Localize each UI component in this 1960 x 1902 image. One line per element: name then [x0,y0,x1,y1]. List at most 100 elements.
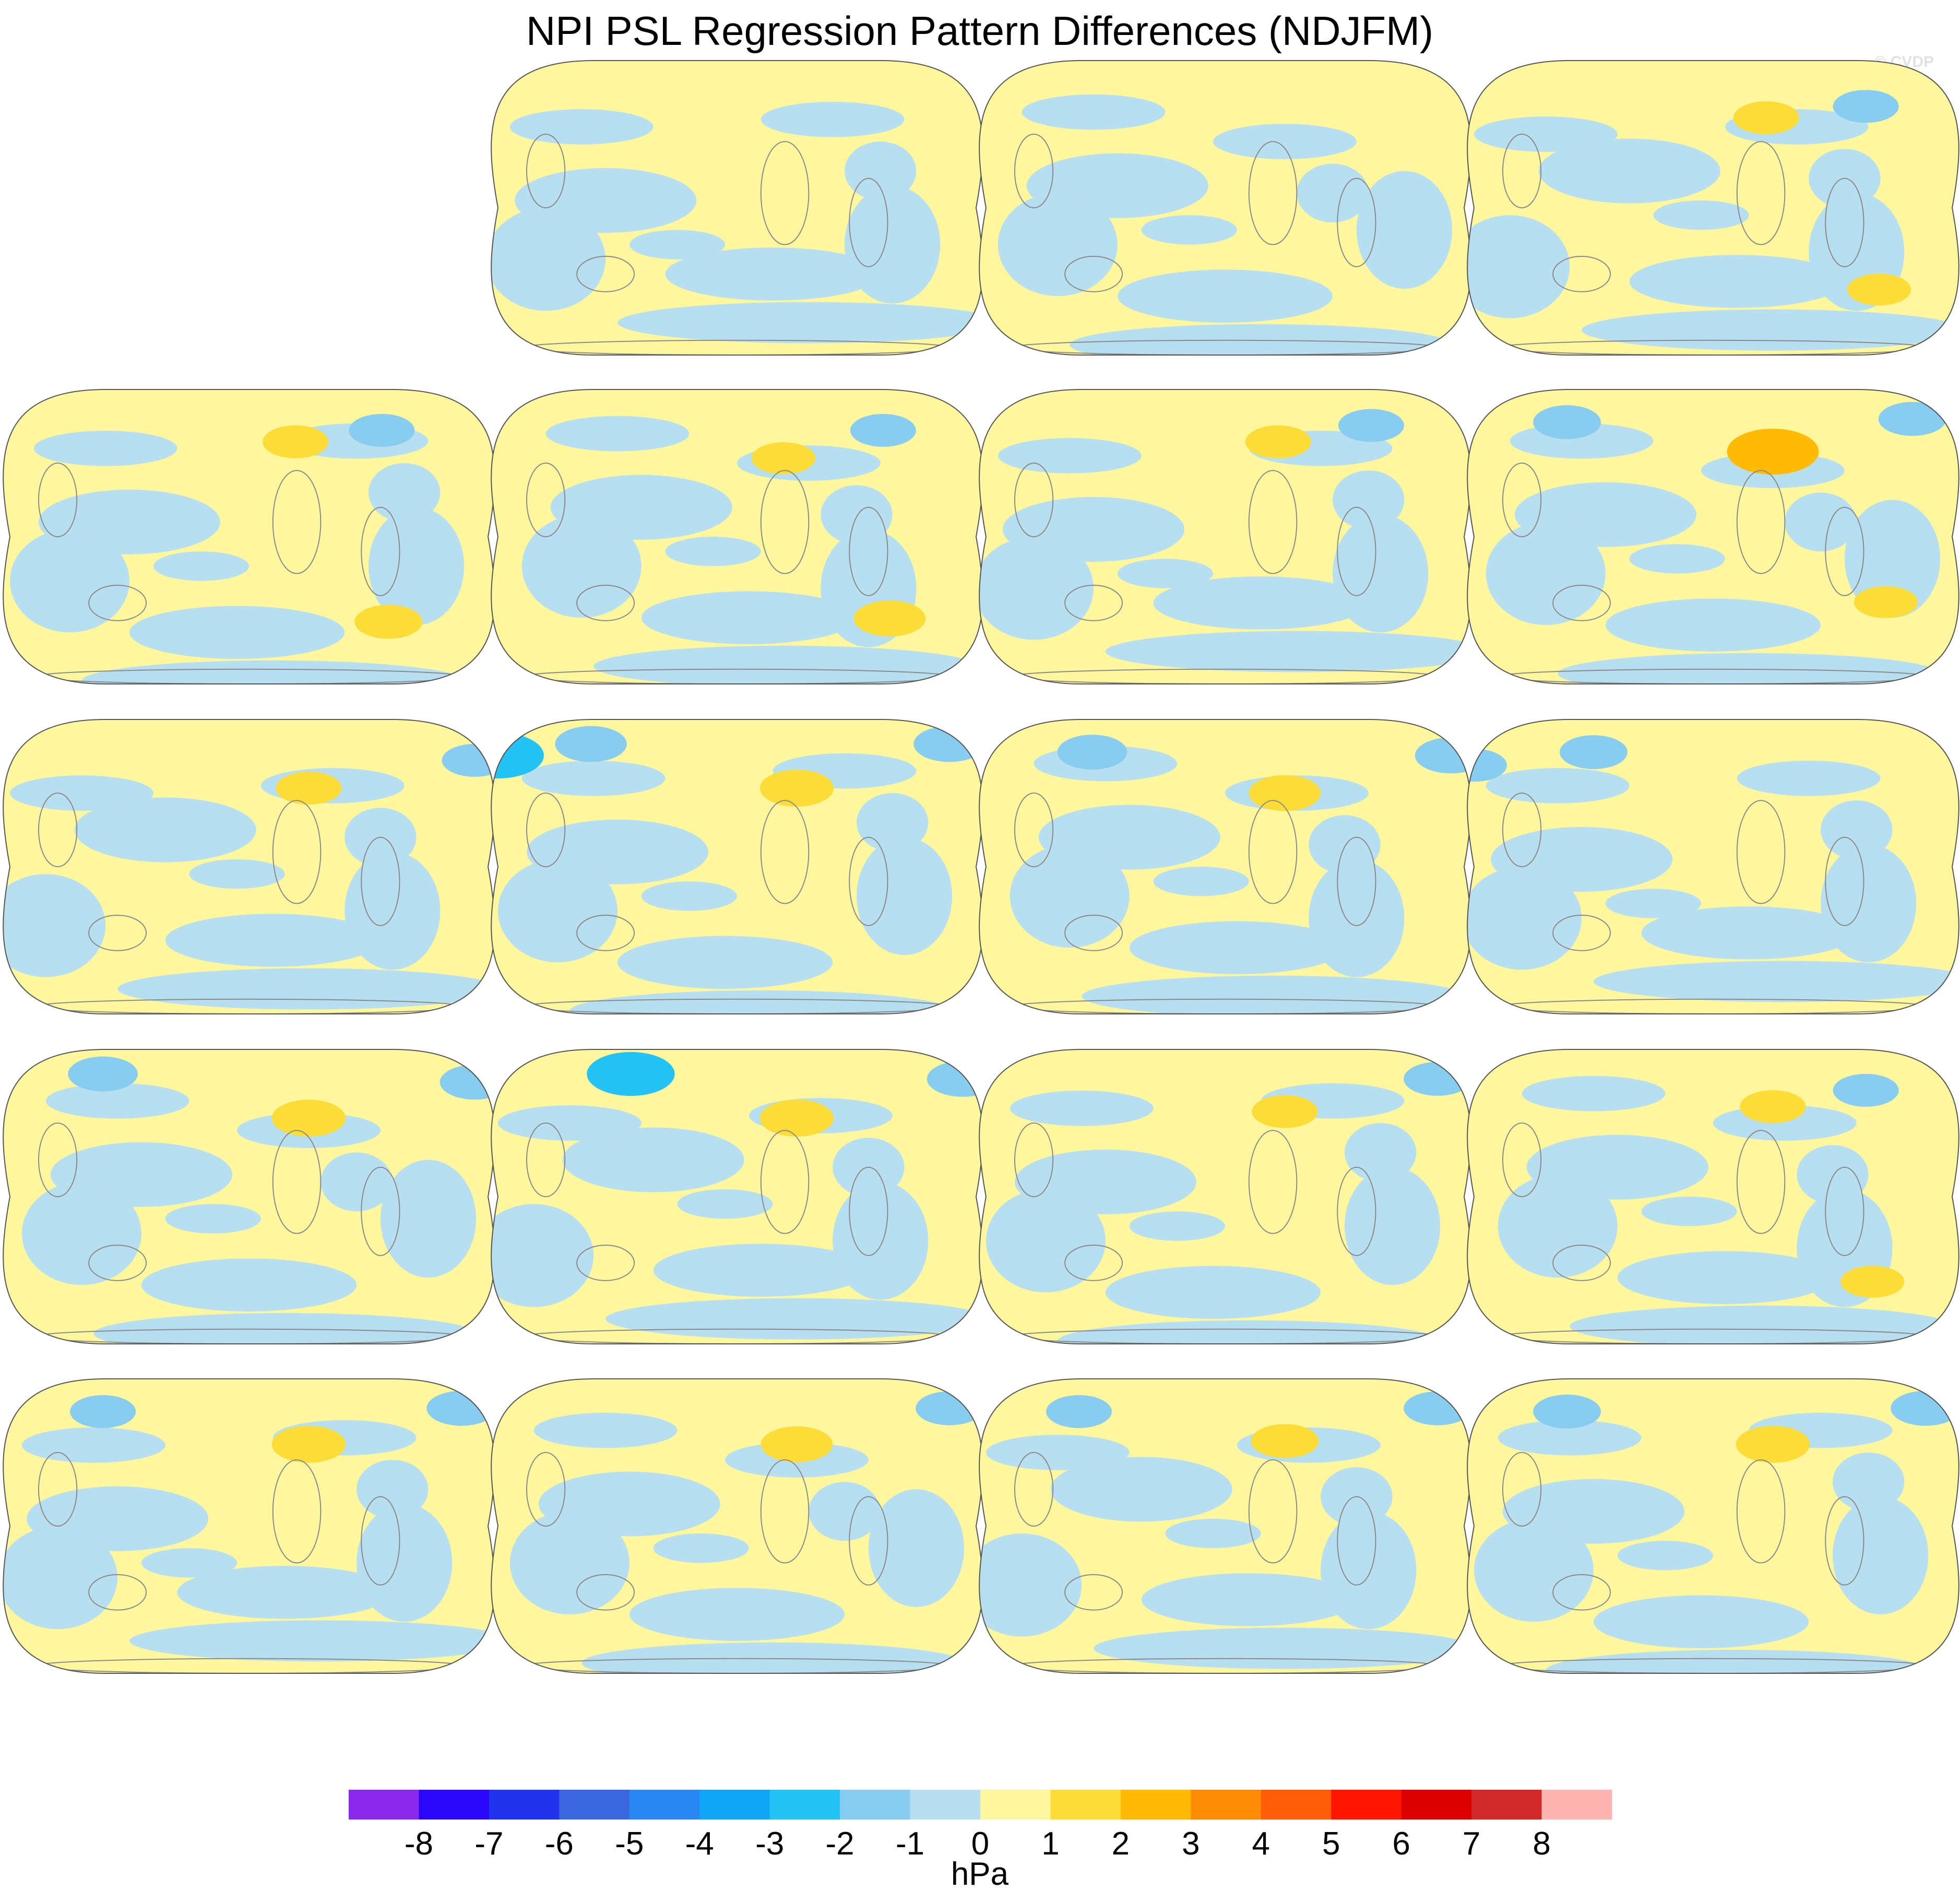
colorbar-swatch [1471,1790,1542,1820]
anomaly-region [1570,1305,1953,1344]
coastline [576,585,635,621]
anomaly-region [986,1435,1130,1470]
anomaly-feature [759,1100,834,1137]
coastline [88,585,147,621]
anomaly-feature [1249,775,1321,811]
map-panel: ERA5_2-ERA5 [979,60,1471,356]
anomaly-region [1785,492,1857,552]
anomaly-region [986,1189,1106,1293]
colorbar-swatch [629,1790,700,1820]
anomaly-feature [349,414,415,447]
anomaly-region [1617,1251,1833,1304]
colorbar-units-label: hPa [951,1856,1009,1892]
coastline [1014,463,1054,537]
colorbar-swatch [349,1790,419,1820]
coastline [1014,1123,1054,1197]
coastline [1502,463,1542,537]
anomaly-region [1821,844,1917,963]
anomaly-feature [555,726,627,762]
anomaly-region [1629,255,1845,308]
coastline [849,178,888,267]
coastline [576,1245,635,1281]
map-panel: CESM2 piControl 90E-ERA5 [979,719,1471,1014]
anomaly-region [845,185,941,304]
coastline [1502,1452,1542,1527]
anomaly-feature [276,772,342,805]
anomaly-region [1605,598,1821,652]
coastline [1337,836,1376,926]
anomaly-region [189,859,285,889]
anomaly-region [93,1313,477,1344]
anomaly-region [617,936,833,989]
anomaly-region [1333,514,1429,633]
coastline [272,470,322,574]
main-title: NPI PSL Regression Pattern Differences (… [526,8,1433,54]
anomaly-region [653,1244,869,1297]
anomaly-region [1594,961,1959,1002]
coastline [576,1574,635,1611]
coastline [38,463,78,537]
map-panel: CESM3 BLT1850 166 5-94-ERA5 [979,389,1471,684]
coastline [361,836,400,926]
anomaly-region [10,529,129,633]
anomaly-region [665,247,881,301]
colorbar-tick-label: -6 [545,1826,574,1862]
map-panel: CESM2 piControl 350A-ERA5 [1467,1378,1959,1674]
anomaly-region [491,208,606,311]
anomaly-region [629,230,726,259]
coastline [760,1130,810,1234]
anomaly-region [1486,522,1606,625]
anomaly-region [21,1427,165,1463]
coastline [1552,256,1611,292]
anomaly-feature [1736,1425,1810,1463]
coastline [1552,1245,1611,1281]
coastline [38,1123,78,1197]
anomaly-region [21,1182,141,1285]
anomaly-region [997,193,1118,297]
anomaly-region [1538,138,1720,204]
anomaly-feature [853,600,926,637]
anomaly-region [1797,1145,1869,1204]
coastline [1337,1166,1376,1256]
anomaly-region [1129,921,1345,974]
coastline [88,915,147,951]
map-panel: CESM2 piControl 350B-ERA5 [979,1378,1471,1674]
colorbar-tick-label: -7 [474,1826,503,1862]
coastline [1552,1574,1611,1611]
colorbar-tick-label: -8 [405,1826,433,1862]
anomaly-region [677,1189,773,1219]
coastline [1014,134,1054,208]
anomaly-feature [1878,401,1946,436]
anomaly-region [857,837,953,955]
anomaly-region [581,1642,965,1673]
anomaly-region [1213,124,1357,159]
anomaly-region [1321,1511,1417,1629]
anomaly-region [979,1533,1082,1637]
map-panel: CESM2 piControl 90F-ERA5 [491,719,983,1014]
colorbar-swatch [1050,1790,1121,1820]
anomaly-feature [1245,425,1311,458]
anomaly-region [1141,215,1237,245]
map-panel: CESM2 piControl 90H-ERA5 [1467,389,1959,684]
anomaly-region [1833,1496,1929,1615]
colorbar-swatch [980,1790,1051,1820]
coastline [88,1245,147,1281]
anomaly-region [521,514,642,618]
coastline [1552,915,1611,951]
anomaly-feature [1057,735,1127,770]
anomaly-region [357,1460,429,1519]
anomaly-region [1309,815,1381,875]
map-panel: CESM3 BLT1850 166 15-364-ERA5 [1467,1049,1959,1344]
coastline [1736,141,1786,245]
anomaly-feature [70,1395,136,1428]
coastline [1502,1123,1542,1197]
anomaly-region [45,1083,189,1119]
anomaly-region [1558,653,1941,684]
coastline [1064,585,1123,621]
coastline [760,800,810,904]
colorbar-tick-label: 6 [1392,1826,1410,1862]
map-panel: CESM3 BLT1850 166 185-274-ERA5 [3,389,495,684]
colorbar-tick-label: 8 [1533,1826,1550,1862]
anomaly-region [1605,889,1702,918]
coastline [760,470,810,574]
